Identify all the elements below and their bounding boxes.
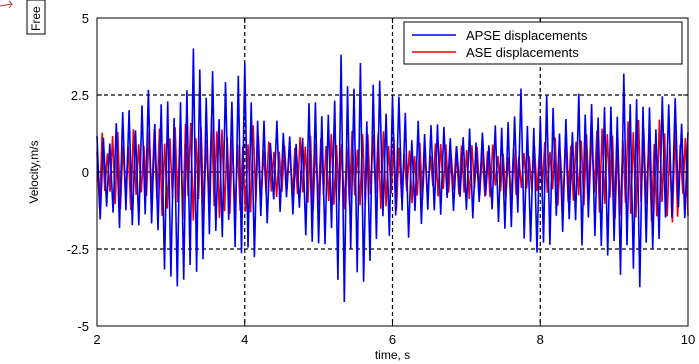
arrow-icon <box>0 0 14 9</box>
legend: APSE displacements ASE displacements <box>403 21 683 65</box>
y-tick-label: -2.5 <box>67 242 89 257</box>
y-tick-label: 0 <box>82 165 89 180</box>
legend-label: ASE displacements <box>466 45 579 60</box>
legend-label: APSE displacements <box>466 28 588 43</box>
x-axis-title: time, s <box>375 348 410 362</box>
series-line-apse-displacements <box>96 48 689 303</box>
x-tick-label: 6 <box>389 332 396 347</box>
legend-box <box>403 21 683 65</box>
y-tick-label: 2.5 <box>71 88 89 103</box>
x-tick-label: 2 <box>93 332 100 347</box>
x-tick-label: 8 <box>537 332 544 347</box>
side-tag: Free <box>26 0 46 35</box>
y-tick-label: -5 <box>77 319 89 334</box>
y-axis-title: Velocity,m/s <box>27 140 41 203</box>
y-tick-label: 5 <box>82 11 89 26</box>
series-layer <box>96 48 689 303</box>
side-tag-text: Free <box>29 6 43 31</box>
x-tick-label: 4 <box>241 332 248 347</box>
x-tick-label: 10 <box>681 332 695 347</box>
